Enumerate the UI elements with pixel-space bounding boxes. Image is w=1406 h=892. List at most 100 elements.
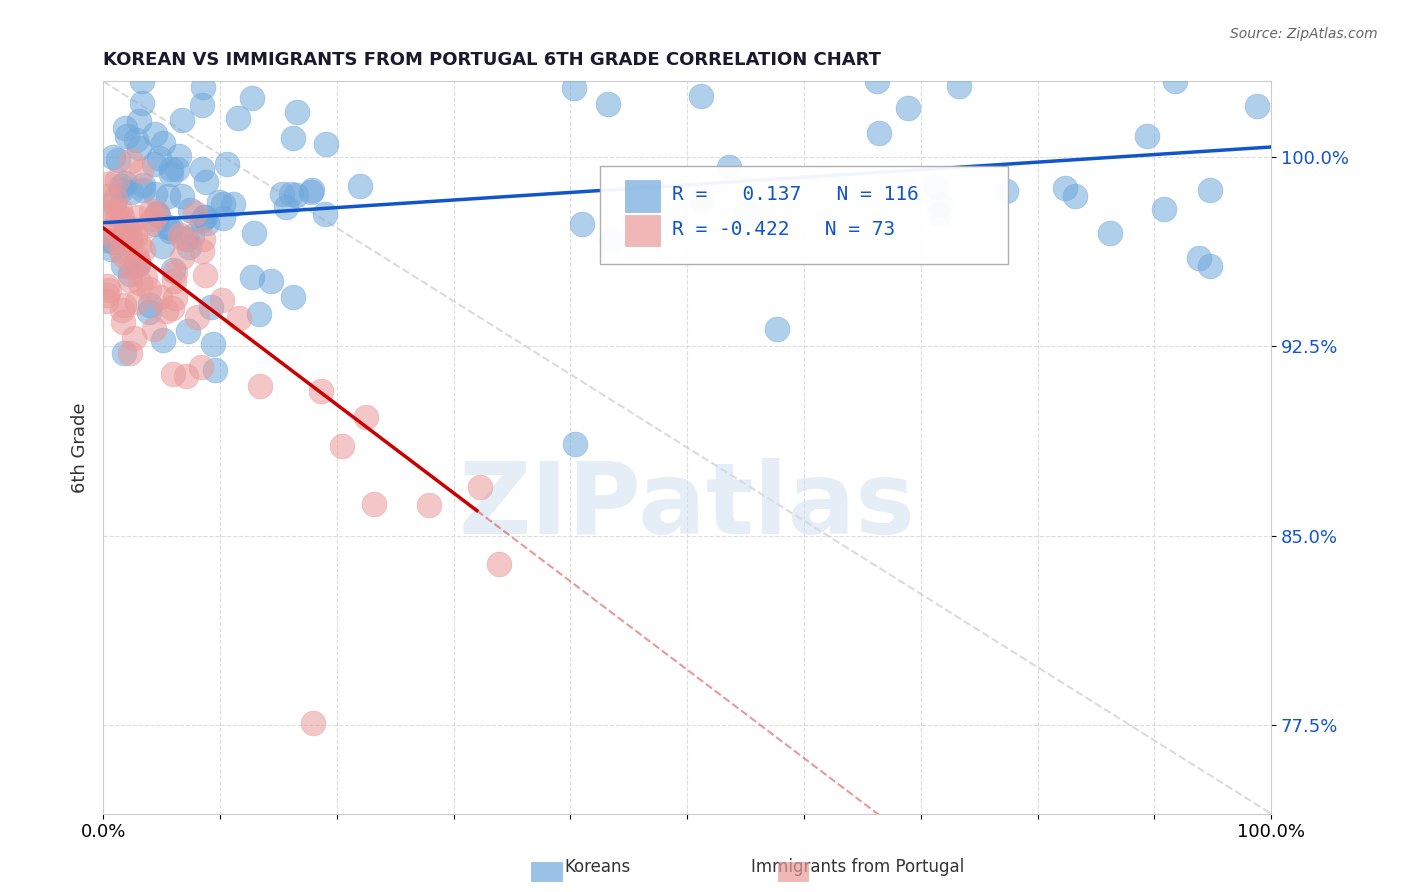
Point	[689, 89, 711, 103]
Point	[1246, 99, 1268, 113]
Point	[948, 78, 970, 93]
Point	[222, 196, 245, 211]
Point	[143, 322, 166, 336]
Point	[152, 333, 174, 347]
Point	[191, 212, 214, 227]
Point	[104, 205, 127, 219]
Point	[98, 283, 121, 297]
Point	[112, 258, 135, 272]
Point	[260, 274, 283, 288]
Point	[124, 228, 146, 243]
Point	[165, 265, 187, 279]
Point	[1153, 202, 1175, 216]
Point	[418, 498, 440, 512]
Point	[186, 310, 208, 325]
Point	[108, 203, 131, 218]
Point	[125, 295, 148, 310]
Point	[163, 274, 186, 288]
Point	[139, 204, 162, 219]
Point	[190, 359, 212, 374]
Point	[195, 216, 218, 230]
Point	[149, 290, 172, 304]
Point	[142, 157, 165, 171]
Point	[127, 257, 149, 271]
Point	[136, 218, 159, 232]
Point	[100, 243, 122, 257]
Point	[280, 187, 302, 202]
Point	[97, 189, 120, 203]
Text: R = -0.422   N = 73: R = -0.422 N = 73	[672, 220, 896, 239]
Point	[690, 194, 713, 208]
Point	[112, 298, 135, 312]
Point	[193, 80, 215, 95]
Point	[170, 113, 193, 128]
Point	[274, 201, 297, 215]
Point	[97, 178, 120, 192]
Point	[734, 205, 756, 219]
Point	[468, 479, 491, 493]
Point	[134, 271, 156, 285]
Point	[1135, 129, 1157, 144]
Point	[191, 162, 214, 177]
Point	[104, 192, 127, 206]
Point	[172, 189, 194, 203]
Point	[564, 437, 586, 451]
Point	[211, 293, 233, 307]
Point	[107, 210, 129, 224]
Point	[142, 211, 165, 226]
Point	[138, 304, 160, 318]
Point	[191, 244, 214, 258]
Y-axis label: 6th Grade: 6th Grade	[72, 402, 89, 492]
Point	[162, 367, 184, 381]
Point	[240, 270, 263, 285]
Point	[96, 278, 118, 293]
Point	[128, 114, 150, 128]
Point	[111, 210, 134, 224]
Point	[114, 121, 136, 136]
Point	[596, 96, 619, 111]
Point	[143, 217, 166, 231]
Point	[194, 268, 217, 282]
Point	[128, 258, 150, 272]
Point	[928, 207, 950, 221]
Point	[103, 196, 125, 211]
Point	[112, 315, 135, 329]
Point	[172, 250, 194, 264]
Point	[132, 183, 155, 197]
Point	[562, 80, 585, 95]
Point	[1198, 260, 1220, 274]
Point	[202, 337, 225, 351]
Point	[118, 233, 141, 247]
Point	[217, 157, 239, 171]
Point	[315, 136, 337, 151]
Point	[125, 133, 148, 147]
Point	[994, 184, 1017, 198]
Point	[330, 439, 353, 453]
Point	[131, 74, 153, 88]
Point	[103, 235, 125, 249]
Point	[299, 185, 322, 199]
Point	[94, 293, 117, 308]
Point	[766, 322, 789, 336]
Point	[120, 185, 142, 199]
Point	[131, 95, 153, 110]
Point	[349, 179, 371, 194]
Point	[165, 291, 187, 305]
Point	[897, 101, 920, 115]
Point	[120, 236, 142, 251]
Point	[172, 231, 194, 245]
Point	[363, 497, 385, 511]
Point	[156, 188, 179, 202]
Point	[132, 243, 155, 257]
Point	[157, 219, 180, 234]
Point	[104, 223, 127, 237]
Point	[868, 126, 890, 140]
Point	[929, 197, 952, 211]
Point	[148, 151, 170, 165]
Point	[249, 379, 271, 393]
Point	[159, 161, 181, 176]
Point	[143, 186, 166, 201]
Point	[94, 224, 117, 238]
Point	[226, 112, 249, 126]
Point	[247, 307, 270, 321]
